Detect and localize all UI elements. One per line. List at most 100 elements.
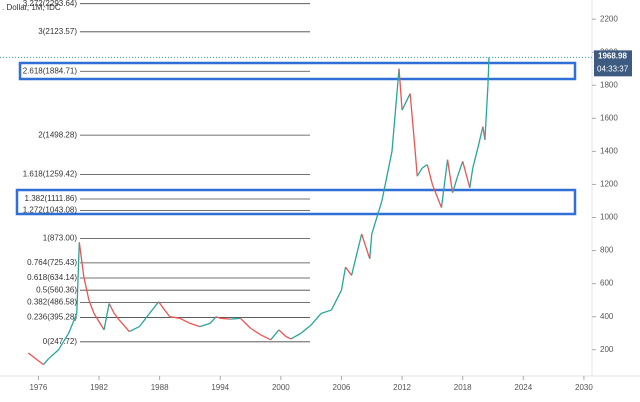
- price-segment: [68, 313, 78, 334]
- price-segment: [88, 299, 95, 314]
- price-segment: [426, 164, 434, 185]
- y-tick-label: 800: [600, 246, 614, 255]
- price-segment: [398, 68, 403, 111]
- price-segment: [440, 159, 449, 208]
- y-tick-label: 1400: [600, 147, 618, 156]
- y-tick-label: 1800: [600, 80, 618, 89]
- price-segment: [300, 324, 312, 334]
- fib-label: 0.5(560.36): [36, 285, 77, 294]
- price-segment: [250, 327, 261, 336]
- price-segment: [215, 316, 221, 319]
- x-tick-label: 1976: [29, 383, 47, 392]
- highlight-box: [15, 188, 577, 216]
- price-segment: [414, 151, 418, 177]
- price-segment: [371, 200, 383, 235]
- y-tick-label: 2200: [600, 14, 618, 23]
- price-segment: [391, 68, 400, 152]
- price-segment: [446, 159, 454, 193]
- price-segment: [285, 335, 292, 340]
- y-tick-label: 1600: [600, 113, 618, 122]
- price-segment: [118, 319, 130, 332]
- price-segment: [199, 322, 211, 328]
- price-segment: [78, 242, 85, 278]
- price-segment: [361, 233, 371, 260]
- price-segment: [220, 317, 231, 320]
- last-price-label: 1968.98: [598, 51, 627, 60]
- x-tick-label: 1994: [211, 383, 229, 392]
- x-tick-label: 2012: [393, 383, 411, 392]
- price-segment: [129, 325, 140, 333]
- price-segment: [164, 309, 171, 318]
- fib-label: 3.272(2293.64): [23, 0, 78, 8]
- last-price-box: [594, 50, 632, 77]
- chart-title: . Dollar, 1M, IDC: [2, 3, 61, 12]
- price-segment: [477, 126, 484, 149]
- fib-label: 0(247.72): [43, 337, 78, 346]
- price-segment: [487, 57, 490, 86]
- x-tick-label: 2000: [272, 383, 290, 392]
- price-segment: [138, 312, 151, 327]
- price-segment: [340, 266, 347, 291]
- price-segment: [431, 184, 443, 208]
- price-segment: [421, 164, 428, 169]
- price-segment: [189, 322, 201, 328]
- y-tick-label: 400: [600, 312, 614, 321]
- price-segment: [158, 301, 166, 311]
- price-segment: [260, 334, 272, 341]
- price-segment: [330, 289, 343, 311]
- fib-label: 3(2123.57): [38, 27, 77, 36]
- highlight-box: [18, 61, 577, 81]
- price-segment: [58, 332, 70, 351]
- fib-label: 2(1498.28): [38, 130, 77, 139]
- price-segment: [108, 303, 115, 314]
- price-segment: [462, 161, 471, 188]
- price-segment: [321, 309, 332, 314]
- price-segment: [416, 167, 423, 177]
- x-tick-label: 1982: [90, 383, 108, 392]
- price-segment: [103, 303, 110, 331]
- price-segment: [310, 312, 322, 326]
- price-segment: [344, 266, 353, 276]
- price-segment: [472, 147, 479, 169]
- price-segment: [484, 85, 489, 140]
- fib-label: 1.618(1259.42): [23, 170, 78, 179]
- price-segment: [169, 316, 180, 319]
- x-tick-label: 2006: [333, 383, 351, 392]
- price-segment: [451, 175, 459, 193]
- x-tick-label: 1988: [151, 383, 169, 392]
- price-segment: [209, 316, 217, 324]
- price-segment: [230, 317, 241, 320]
- price-segment: [113, 312, 120, 321]
- price-segment: [369, 233, 373, 259]
- countdown-label: 04:33:37: [597, 64, 629, 73]
- x-tick-label: 2030: [575, 383, 593, 392]
- fib-label: 1(873.00): [43, 234, 78, 243]
- y-tick-label: 200: [600, 345, 614, 354]
- x-tick-label: 2018: [454, 383, 472, 392]
- price-segment: [27, 352, 44, 366]
- price-segment: [290, 332, 302, 340]
- fib-label: 0.236(395.28): [27, 313, 77, 322]
- fib-label: 0.764(725.43): [27, 258, 77, 267]
- price-segment: [42, 358, 49, 366]
- fib-label: 2.618(1884.71): [23, 66, 78, 75]
- price-segment: [149, 301, 160, 314]
- price-segment: [179, 317, 191, 324]
- price-segment: [239, 317, 251, 329]
- price-segment: [401, 93, 411, 111]
- fib-label: 0.618(634.14): [27, 273, 77, 282]
- price-segment: [76, 242, 80, 314]
- y-tick-label: 600: [600, 279, 614, 288]
- price-segment: [278, 329, 287, 337]
- price-segment: [83, 276, 90, 301]
- price-segment: [381, 151, 393, 202]
- y-tick-label: 1000: [600, 213, 618, 222]
- fib-label: 1.272(1043.08): [23, 205, 78, 214]
- x-tick-label: 2024: [514, 383, 532, 392]
- price-segment: [270, 329, 280, 341]
- price-segment: [350, 233, 363, 276]
- price-segment: [409, 93, 416, 152]
- price-segment: [48, 349, 60, 360]
